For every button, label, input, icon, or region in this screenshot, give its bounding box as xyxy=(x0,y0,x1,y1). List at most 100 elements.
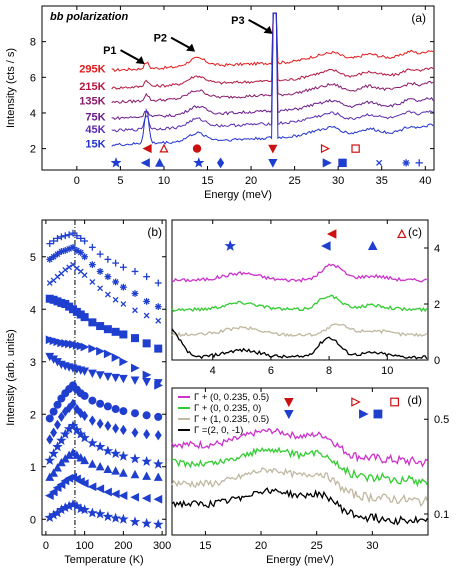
data-point xyxy=(44,454,56,465)
data-point xyxy=(80,342,90,352)
data-point xyxy=(62,266,69,273)
x-tick-label: 200 xyxy=(114,540,132,552)
marker-stroke xyxy=(54,251,61,258)
data-point xyxy=(142,378,152,387)
y-tick-label: 2 xyxy=(434,299,440,311)
data-point xyxy=(66,264,73,271)
x-tick-label: 300 xyxy=(153,540,171,552)
data-point xyxy=(141,517,152,528)
panel-d: 15 20 25 30 0.1 0.5 Energy (meV) (d) Γ + (0, 0.2… xyxy=(171,387,449,566)
x-tick-label: 30 xyxy=(332,175,344,187)
data-point xyxy=(143,297,151,305)
data-point xyxy=(97,285,104,292)
data-point xyxy=(75,428,87,439)
marker-stroke xyxy=(81,253,88,260)
axes-frame xyxy=(41,5,435,171)
mode-marker xyxy=(351,397,361,407)
marker-stroke xyxy=(77,249,84,256)
data-point xyxy=(120,301,127,307)
data-point xyxy=(69,229,77,237)
data-point xyxy=(61,406,69,417)
data-point xyxy=(87,482,97,492)
data-point xyxy=(95,371,105,380)
data-point xyxy=(103,402,112,411)
data-point xyxy=(110,448,121,459)
y-tick-label: 2 xyxy=(30,409,36,421)
marker-stroke xyxy=(70,261,76,268)
peak-label: P1 xyxy=(103,45,116,57)
peak-arrow xyxy=(170,36,192,50)
marker-stroke xyxy=(73,265,80,272)
data-point xyxy=(155,317,162,324)
x-tick-label: 10 xyxy=(158,175,170,187)
marker-stroke xyxy=(403,159,410,166)
data-point xyxy=(88,396,97,405)
data-point xyxy=(80,313,89,322)
data-point xyxy=(129,516,141,527)
data-point xyxy=(141,493,151,503)
data-point xyxy=(131,409,140,418)
data-point xyxy=(54,419,61,430)
data-point xyxy=(111,327,120,336)
mode-marker xyxy=(224,239,236,251)
panel-label: (c) xyxy=(408,225,422,239)
data-point xyxy=(142,370,152,380)
data-point xyxy=(54,234,61,242)
data-point xyxy=(48,448,59,459)
data-point xyxy=(96,250,104,258)
data-point xyxy=(87,507,98,518)
data-point xyxy=(118,491,128,500)
data-point xyxy=(88,243,96,251)
data-point xyxy=(81,237,89,245)
data-point xyxy=(110,489,120,499)
mode-marker xyxy=(359,409,369,419)
marker-stroke xyxy=(132,290,138,297)
data-point xyxy=(54,250,61,258)
data-point xyxy=(104,273,112,281)
data-point xyxy=(53,463,62,472)
panel-label: (b) xyxy=(147,225,162,239)
data-point xyxy=(152,518,164,529)
data-point xyxy=(56,434,67,445)
data-point xyxy=(118,450,129,461)
data-point xyxy=(103,349,113,359)
x-tick-label: 0 xyxy=(43,540,49,552)
data-point xyxy=(154,412,163,421)
data-point xyxy=(87,437,98,448)
data-point xyxy=(104,420,112,431)
data-point xyxy=(153,472,163,481)
y-tick-label: 6 xyxy=(30,72,36,84)
mode-marker xyxy=(351,144,360,153)
x-tick-label: 40 xyxy=(419,175,431,187)
data-point xyxy=(154,303,162,311)
chart-title: bb polarization xyxy=(50,11,129,23)
data-point xyxy=(103,464,113,474)
mode-marker xyxy=(142,144,152,154)
marker-stroke xyxy=(81,272,88,279)
x-tick-label: 25 xyxy=(288,175,300,187)
data-point xyxy=(142,339,151,348)
data-point xyxy=(154,279,162,287)
peak-arrowhead xyxy=(263,25,273,34)
data-point xyxy=(68,447,78,457)
x-tick-label: 100 xyxy=(75,540,93,552)
mode-marker xyxy=(155,157,165,167)
axes-frame xyxy=(171,387,429,536)
x-tick-label: 10 xyxy=(381,365,393,377)
mode-marker xyxy=(390,397,400,407)
marker-stroke xyxy=(46,256,53,263)
marker-stroke xyxy=(120,284,127,291)
legend-label: Γ + (0, 0.235, 0) xyxy=(194,403,261,414)
data-point xyxy=(61,232,69,240)
series-label: 135K xyxy=(79,95,105,107)
series-line xyxy=(171,294,428,313)
data-point xyxy=(119,263,127,271)
mode-marker xyxy=(192,144,202,153)
mode-marker xyxy=(284,397,294,408)
data-point xyxy=(57,233,65,241)
data-point xyxy=(94,508,106,519)
marker-stroke xyxy=(97,268,104,275)
panel-c: 4 6 8 10 0 2 4 (c) xyxy=(171,219,440,377)
x-tick-label: 15 xyxy=(201,175,213,187)
